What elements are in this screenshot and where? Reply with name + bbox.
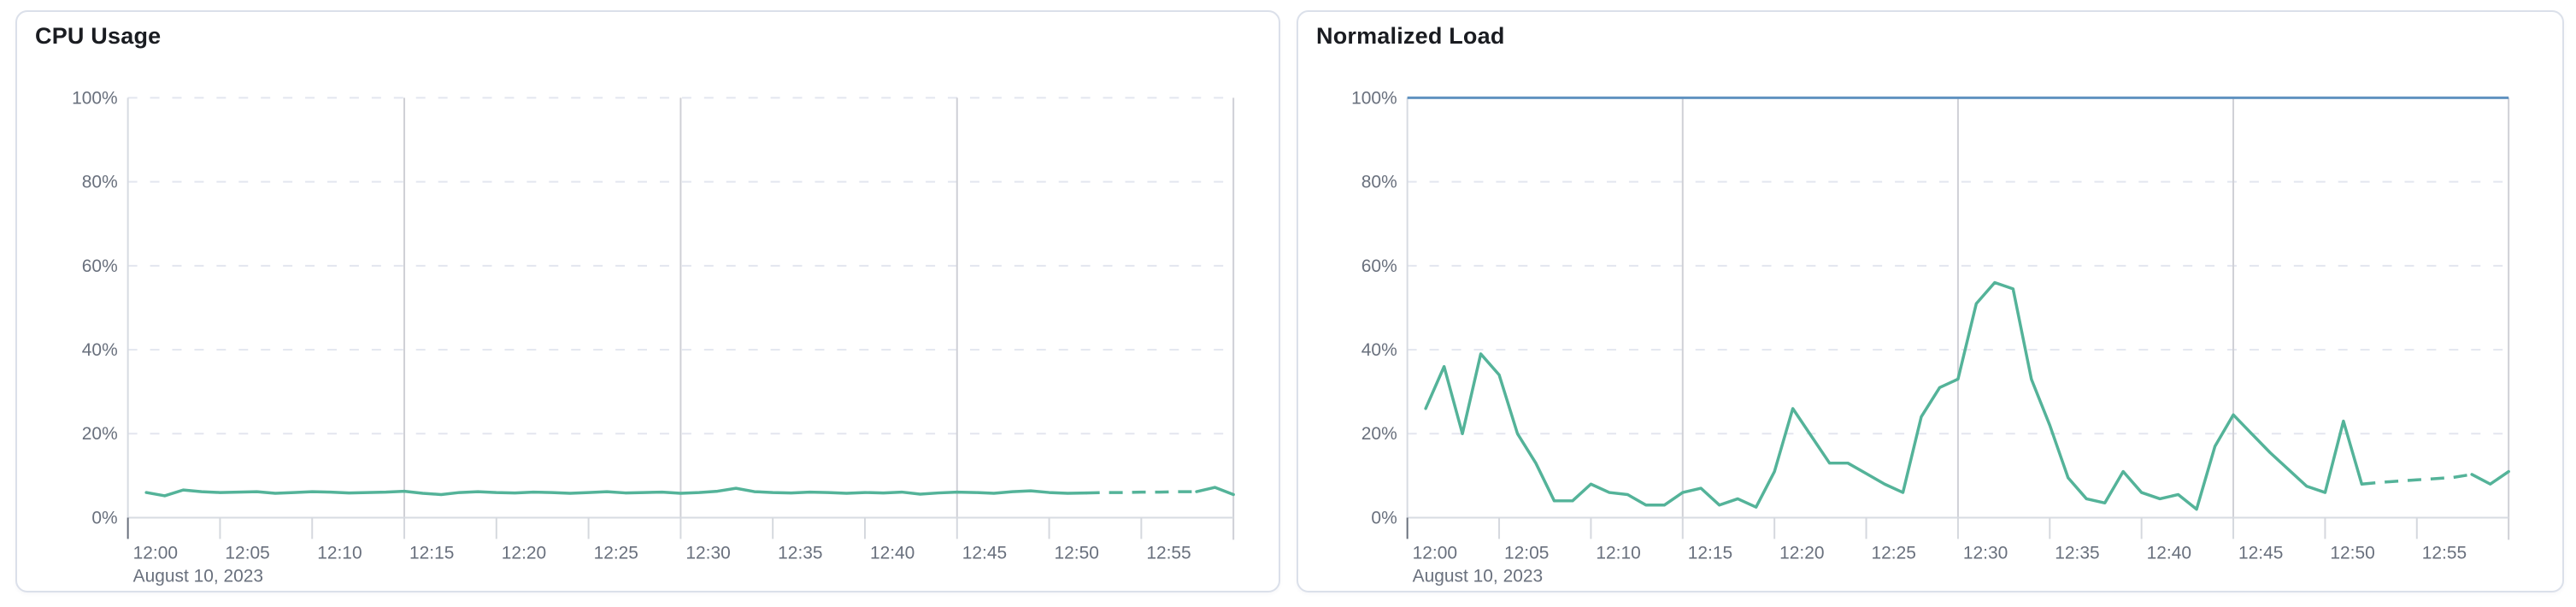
- svg-text:80%: 80%: [1362, 173, 1397, 192]
- svg-text:12:15: 12:15: [409, 544, 454, 563]
- svg-text:12:50: 12:50: [1055, 544, 1099, 563]
- svg-text:12:25: 12:25: [1872, 544, 1916, 563]
- svg-text:12:45: 12:45: [962, 544, 1007, 563]
- svg-text:12:00: 12:00: [133, 544, 178, 563]
- svg-text:12:15: 12:15: [1688, 544, 1732, 563]
- cpu-usage-chart[interactable]: 12:00 12:05 12:10 12:15 12:20 12:25 12:30 12:35…: [17, 12, 1279, 591]
- svg-text:40%: 40%: [1362, 340, 1397, 360]
- svg-text:0%: 0%: [91, 508, 117, 527]
- svg-text:20%: 20%: [82, 424, 118, 444]
- svg-text:80%: 80%: [82, 173, 118, 192]
- svg-text:12:40: 12:40: [870, 544, 915, 563]
- normalized-load-panel: Normalized Load 12:00 12:05 12:10 12:15 12:2…: [1297, 10, 2564, 592]
- svg-text:0%: 0%: [1371, 508, 1397, 527]
- svg-text:12:10: 12:10: [1596, 544, 1640, 563]
- svg-text:August 10, 2023: August 10, 2023: [133, 567, 263, 586]
- normalized-load-title: Normalized Load: [1316, 23, 1505, 49]
- svg-text:12:30: 12:30: [1963, 544, 2008, 563]
- cpu-usage-title: CPU Usage: [35, 23, 162, 49]
- svg-text:August 10, 2023: August 10, 2023: [1413, 567, 1544, 586]
- svg-text:60%: 60%: [82, 256, 118, 276]
- svg-text:12:35: 12:35: [2055, 544, 2099, 563]
- cpu-usage-panel: CPU Usage 12:00 12:05 12:10 12:15 12:20 12:25…: [15, 10, 1280, 592]
- normalized-load-chart[interactable]: 12:00 12:05 12:10 12:15 12:20 12:25 12:30 12:35…: [1298, 12, 2562, 591]
- svg-text:20%: 20%: [1362, 424, 1397, 444]
- svg-text:12:25: 12:25: [594, 544, 638, 563]
- svg-text:40%: 40%: [82, 340, 118, 360]
- svg-text:12:10: 12:10: [317, 544, 362, 563]
- svg-text:100%: 100%: [72, 88, 118, 108]
- svg-text:12:50: 12:50: [2330, 544, 2374, 563]
- svg-text:12:55: 12:55: [2422, 544, 2467, 563]
- svg-text:60%: 60%: [1362, 256, 1397, 276]
- svg-text:12:20: 12:20: [1779, 544, 1824, 563]
- svg-text:12:30: 12:30: [685, 544, 730, 563]
- svg-text:12:55: 12:55: [1146, 544, 1191, 563]
- svg-text:12:05: 12:05: [1504, 544, 1549, 563]
- svg-text:12:00: 12:00: [1413, 544, 1457, 563]
- svg-text:12:35: 12:35: [778, 544, 822, 563]
- svg-text:12:45: 12:45: [2238, 544, 2283, 563]
- svg-text:12:05: 12:05: [225, 544, 269, 563]
- svg-text:12:40: 12:40: [2147, 544, 2191, 563]
- svg-text:12:20: 12:20: [502, 544, 546, 563]
- svg-text:100%: 100%: [1351, 88, 1397, 108]
